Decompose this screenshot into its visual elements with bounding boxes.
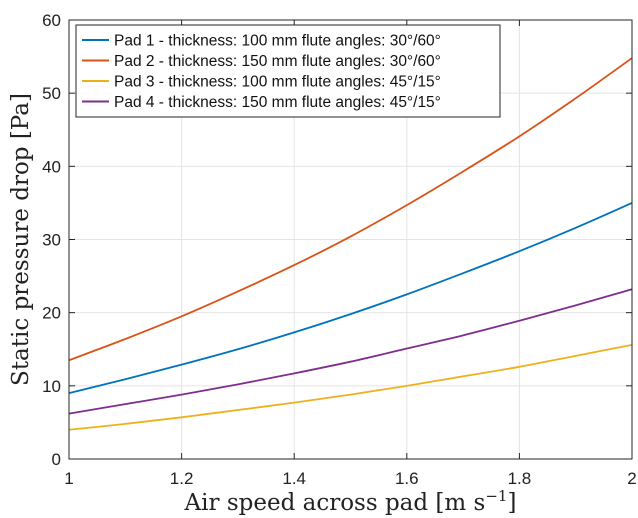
y-tick-label: 40 [42, 157, 61, 176]
y-tick-label: 60 [42, 11, 61, 30]
series-line-4 [68, 288, 633, 415]
x-axis-title-end: ] [507, 490, 516, 516]
y-tick-label: 0 [52, 450, 61, 469]
x-tick-label: 1.2 [170, 469, 194, 488]
legend-label-2: Pad 2 - thickness: 150 mm flute angles: … [114, 53, 441, 70]
legend-box [75, 24, 501, 118]
y-tick-label: 30 [42, 231, 61, 250]
y-axis-title: Static pressure drop [Pa] [8, 93, 34, 386]
x-axis-title-superscript: −1 [485, 487, 507, 505]
x-tick-label: 1.6 [395, 469, 419, 488]
legend-label-1: Pad 1 - thickness: 100 mm flute angles: … [114, 33, 441, 50]
x-axis-title-main: Air speed across pad [m s [184, 490, 486, 516]
series-lines [68, 57, 633, 431]
x-tick-label: 2 [627, 469, 636, 488]
x-tick-label: 1.4 [282, 469, 306, 488]
y-tick-label: 20 [42, 304, 61, 323]
x-tick-label: 1 [64, 469, 73, 488]
legend-label-4: Pad 4 - thickness: 150 mm flute angles: … [114, 94, 441, 111]
y-tick-label: 10 [42, 377, 61, 396]
legend-label-3: Pad 3 - thickness: 100 mm flute angles: … [114, 74, 441, 91]
series-line-3 [68, 343, 633, 431]
x-axis-title: Air speed across pad [m s−1] [184, 487, 517, 516]
x-tick-label: 1.8 [508, 469, 532, 488]
legend: Pad 1 - thickness: 100 mm flute angles: … [75, 24, 501, 118]
series-line-2 [68, 57, 633, 362]
series-line-1 [68, 202, 633, 395]
y-tick-label: 50 [42, 84, 61, 103]
